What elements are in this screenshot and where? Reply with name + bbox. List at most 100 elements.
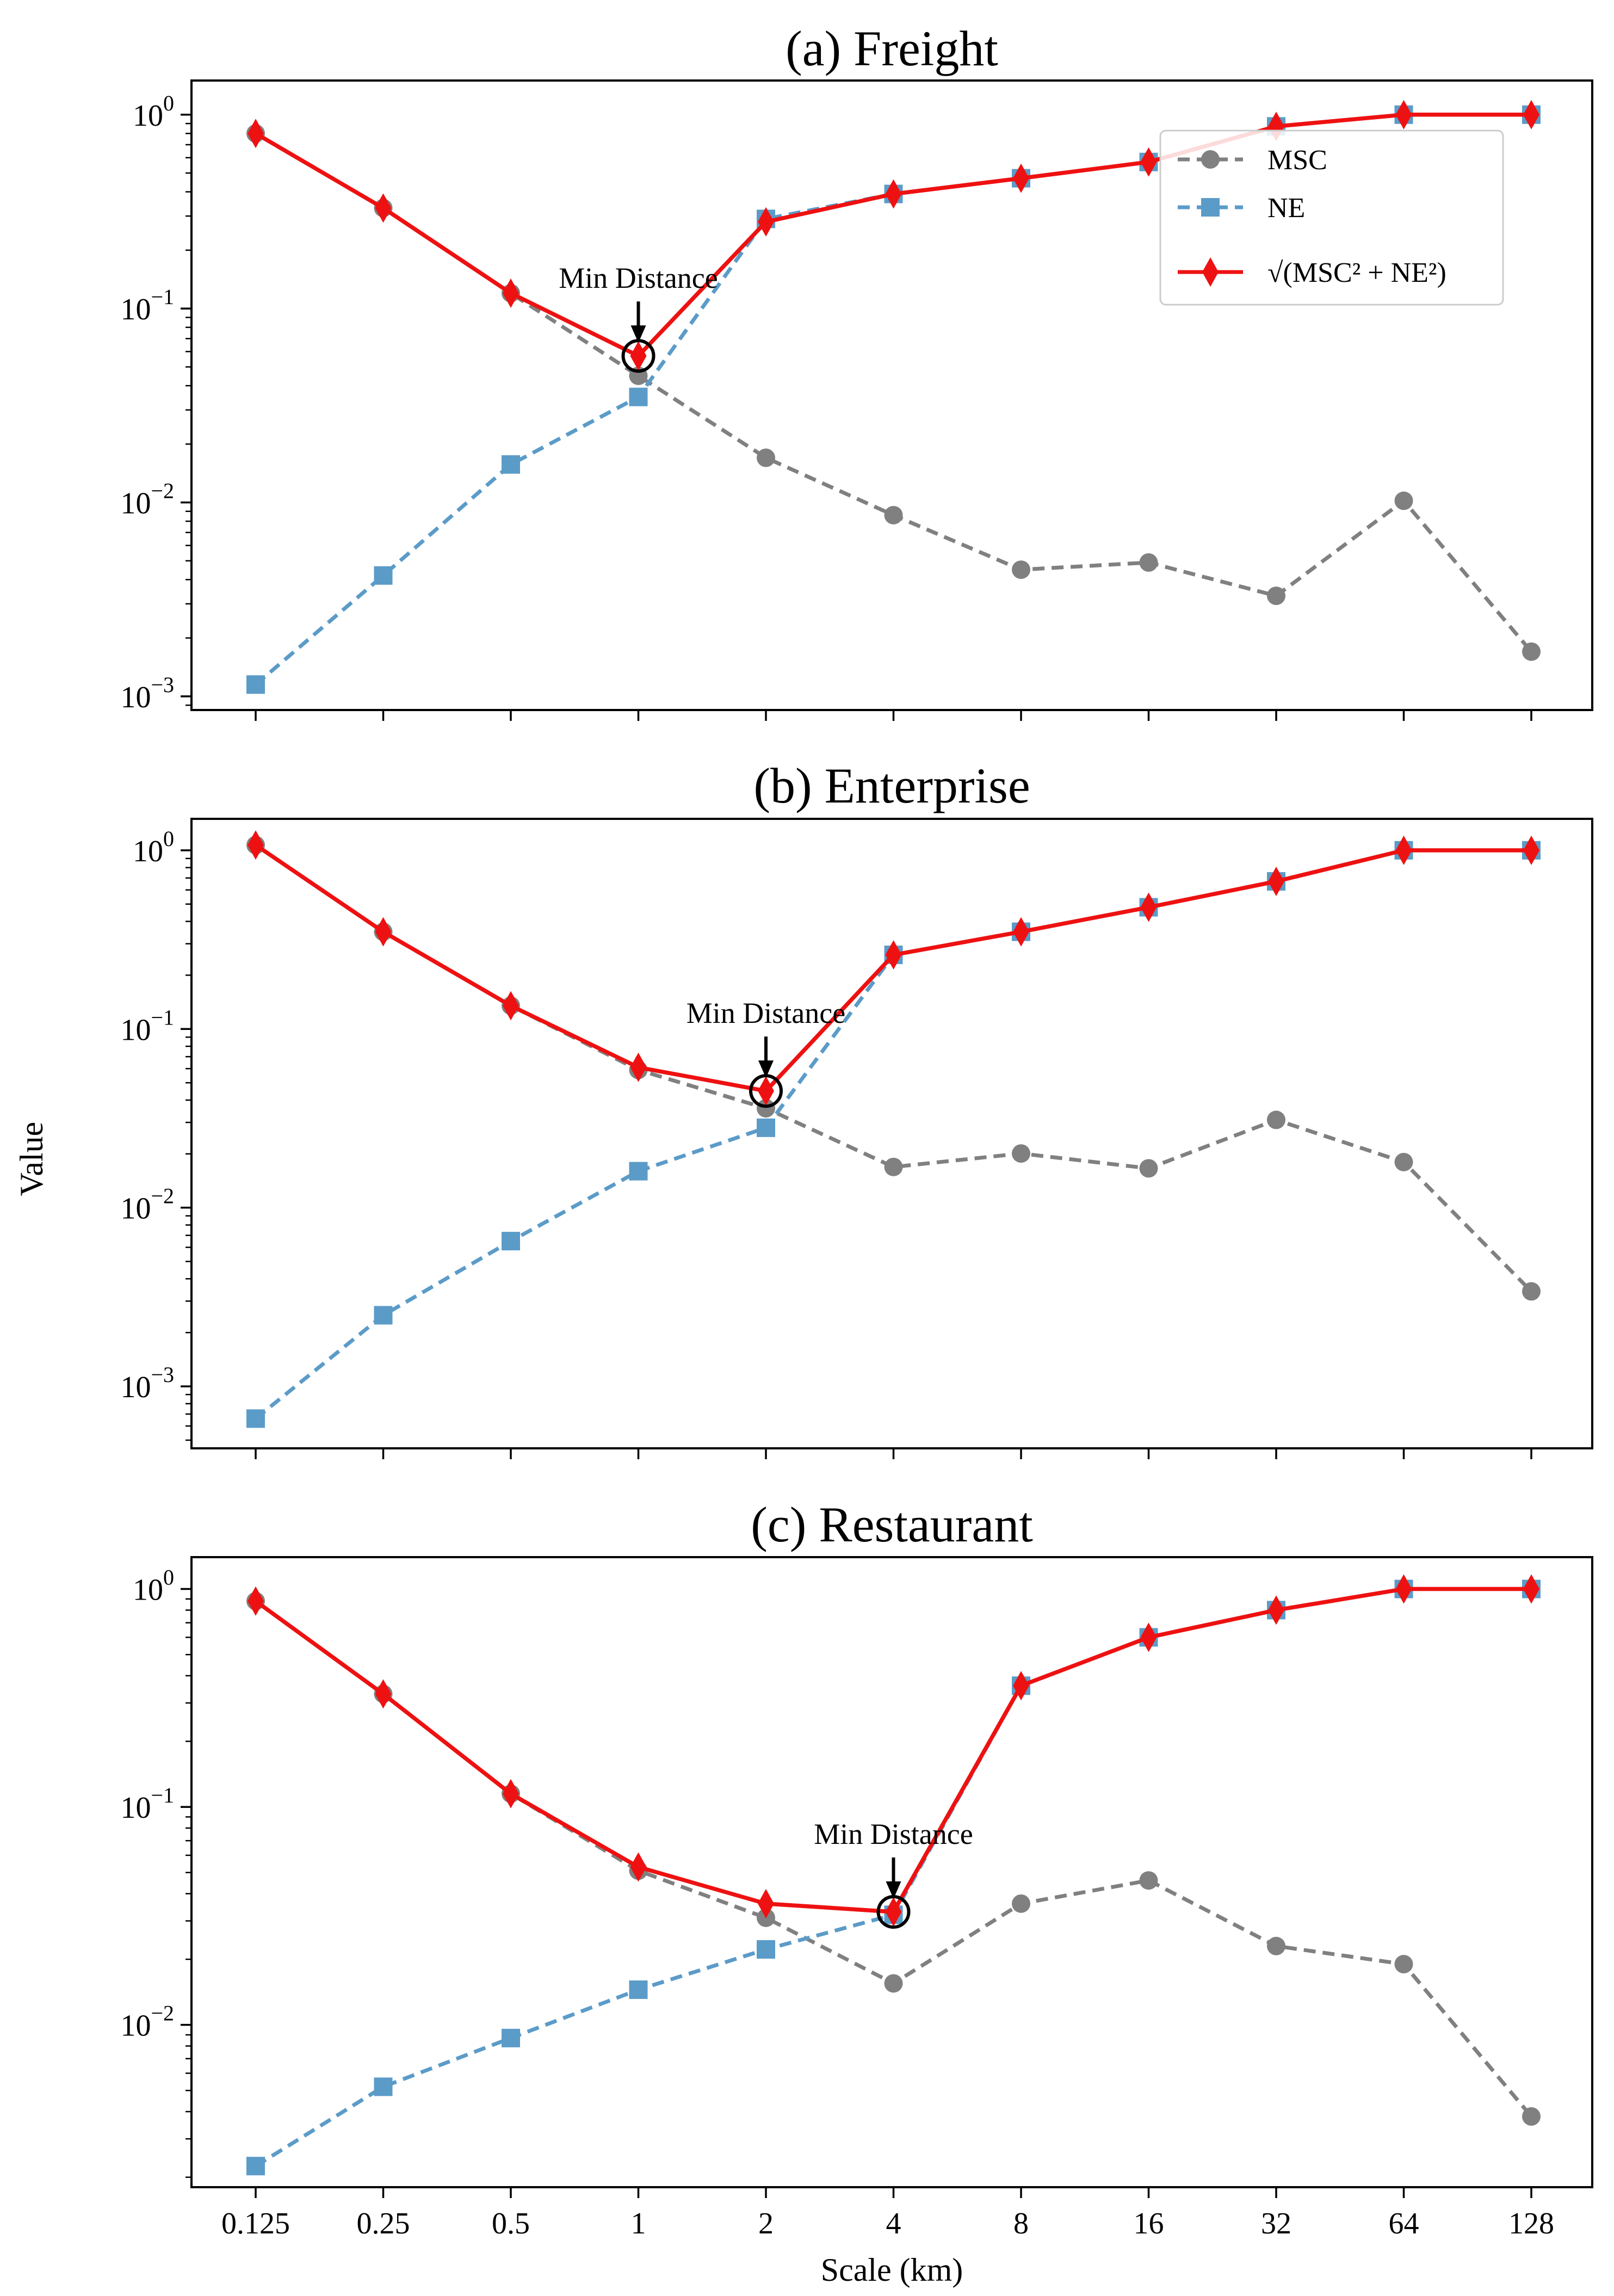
- ne-point: [374, 566, 393, 585]
- ne-point: [629, 1980, 648, 1999]
- combined-point: [1395, 835, 1412, 865]
- combined-point: [885, 1897, 902, 1927]
- y-tick-label: 10−1: [120, 1783, 174, 1825]
- legend-marker-ne: [1201, 198, 1220, 217]
- x-tick-label: 2: [758, 2207, 774, 2241]
- y-tick-label: 10−3: [120, 1362, 174, 1404]
- panel-title: (a) Freight: [786, 21, 998, 76]
- min-distance-arrow-head: [630, 325, 646, 343]
- ne-point: [246, 2157, 265, 2176]
- combined-point: [503, 1779, 519, 1809]
- legend-label-ne: NE: [1267, 193, 1305, 224]
- panel-2: (b) Enterprise 10−3 10−2 10−1 100 Min Distanc…: [120, 758, 1593, 1459]
- panel-title: (c) Restaurant: [751, 1497, 1033, 1552]
- combined-point: [630, 341, 647, 371]
- combined-point: [1395, 1574, 1412, 1604]
- msc-point: [884, 1157, 903, 1176]
- y-tick-label: 100: [133, 91, 174, 133]
- x-axis-label: Scale (km): [821, 2252, 963, 2288]
- combined-point: [375, 193, 392, 223]
- combined-point: [885, 940, 902, 970]
- ne-point: [246, 1409, 265, 1428]
- y-tick-label: 100: [133, 826, 174, 868]
- combined-point: [1013, 163, 1029, 193]
- ne-point: [502, 2028, 520, 2047]
- ne-point: [629, 387, 648, 406]
- combined-point: [503, 278, 519, 308]
- x-tick-label: 16: [1134, 2207, 1164, 2241]
- combined-point: [1140, 892, 1157, 922]
- panel-1: (a) Freight 10−3 10−2 10−1 100 Min Distance MS…: [120, 21, 1593, 721]
- msc-point: [1267, 1936, 1285, 1955]
- msc-point: [884, 1974, 903, 1993]
- combined-point: [758, 1888, 774, 1918]
- legend-box: [1159, 129, 1504, 306]
- x-tick-label: 128: [1508, 2207, 1554, 2241]
- msc-point: [1522, 1282, 1541, 1301]
- ne-point: [757, 1118, 775, 1137]
- legend-label-msc: MSC: [1267, 145, 1327, 176]
- msc-point: [1394, 1955, 1413, 1974]
- y-tick-label: 10−3: [120, 672, 174, 714]
- msc-point: [1139, 1871, 1158, 1890]
- x-tick-label: 32: [1261, 2207, 1291, 2241]
- panel-title: (b) Enterprise: [753, 758, 1030, 813]
- y-tick-label: 10−1: [120, 285, 174, 326]
- combined-point: [1395, 100, 1412, 129]
- msc-point: [1267, 1110, 1285, 1130]
- combined-point: [758, 1076, 774, 1106]
- legend-marker-msc: [1201, 150, 1220, 169]
- msc-point: [1522, 642, 1541, 661]
- min-distance-arrow-head: [758, 1060, 774, 1078]
- y-tick-label: 100: [133, 1565, 174, 1607]
- ne-point: [629, 1162, 648, 1181]
- legend: MSC NE √(MSC² + NE²): [1159, 129, 1504, 306]
- y-axis-label: Value: [14, 1122, 50, 1196]
- msc-point: [1522, 2107, 1541, 2126]
- combined-point: [1523, 835, 1539, 865]
- msc-point: [757, 1098, 775, 1118]
- axes-frame: [190, 79, 1593, 711]
- axes-frame: [190, 818, 1593, 1449]
- ne-point: [502, 455, 520, 474]
- msc-point: [1394, 1152, 1413, 1171]
- combined-point: [630, 1052, 647, 1082]
- y-tick-label: 10−2: [120, 1184, 174, 1226]
- msc-point: [1012, 560, 1030, 579]
- msc-point: [884, 505, 903, 524]
- combined-point: [375, 1679, 392, 1709]
- combined-point: [1268, 1595, 1284, 1625]
- y-tick-label: 10−2: [120, 478, 174, 520]
- ne-point: [246, 675, 265, 694]
- combined-point: [1268, 866, 1284, 896]
- min-distance-label: Min Distance: [687, 997, 845, 1029]
- x-tick-label: 0.25: [357, 2207, 410, 2241]
- msc-point: [1012, 1144, 1030, 1163]
- combined-point: [758, 207, 774, 237]
- ne-point: [374, 1306, 393, 1325]
- combined-point: [1523, 1574, 1539, 1604]
- msc-point: [1394, 491, 1413, 510]
- combined-point: [1268, 112, 1284, 141]
- combined-point: [248, 119, 264, 149]
- combined-point: [885, 179, 902, 209]
- legend-marker-combined: [1202, 257, 1219, 287]
- min-distance-label: Min Distance: [559, 262, 718, 294]
- ne-point: [502, 1232, 520, 1251]
- min-distance-arrow-head: [886, 1881, 901, 1899]
- x-tick-label: 4: [886, 2207, 901, 2241]
- combined-point: [1013, 917, 1029, 947]
- combined-point: [503, 991, 519, 1021]
- x-tick-label: 0.125: [221, 2207, 290, 2241]
- combined-point: [1013, 1671, 1029, 1701]
- msc-point: [1139, 1159, 1158, 1178]
- ne-point: [374, 2077, 393, 2096]
- combined-point: [1140, 147, 1157, 177]
- panel-3: (c) Restaurant 10−2 10−1 100 0.125 0.25 0.5 1 2 4…: [120, 1497, 1593, 2288]
- combined-point: [1140, 1622, 1157, 1652]
- x-tick-label: 64: [1389, 2207, 1419, 2241]
- msc-point: [757, 448, 775, 467]
- x-tick-label: 0.5: [492, 2207, 530, 2241]
